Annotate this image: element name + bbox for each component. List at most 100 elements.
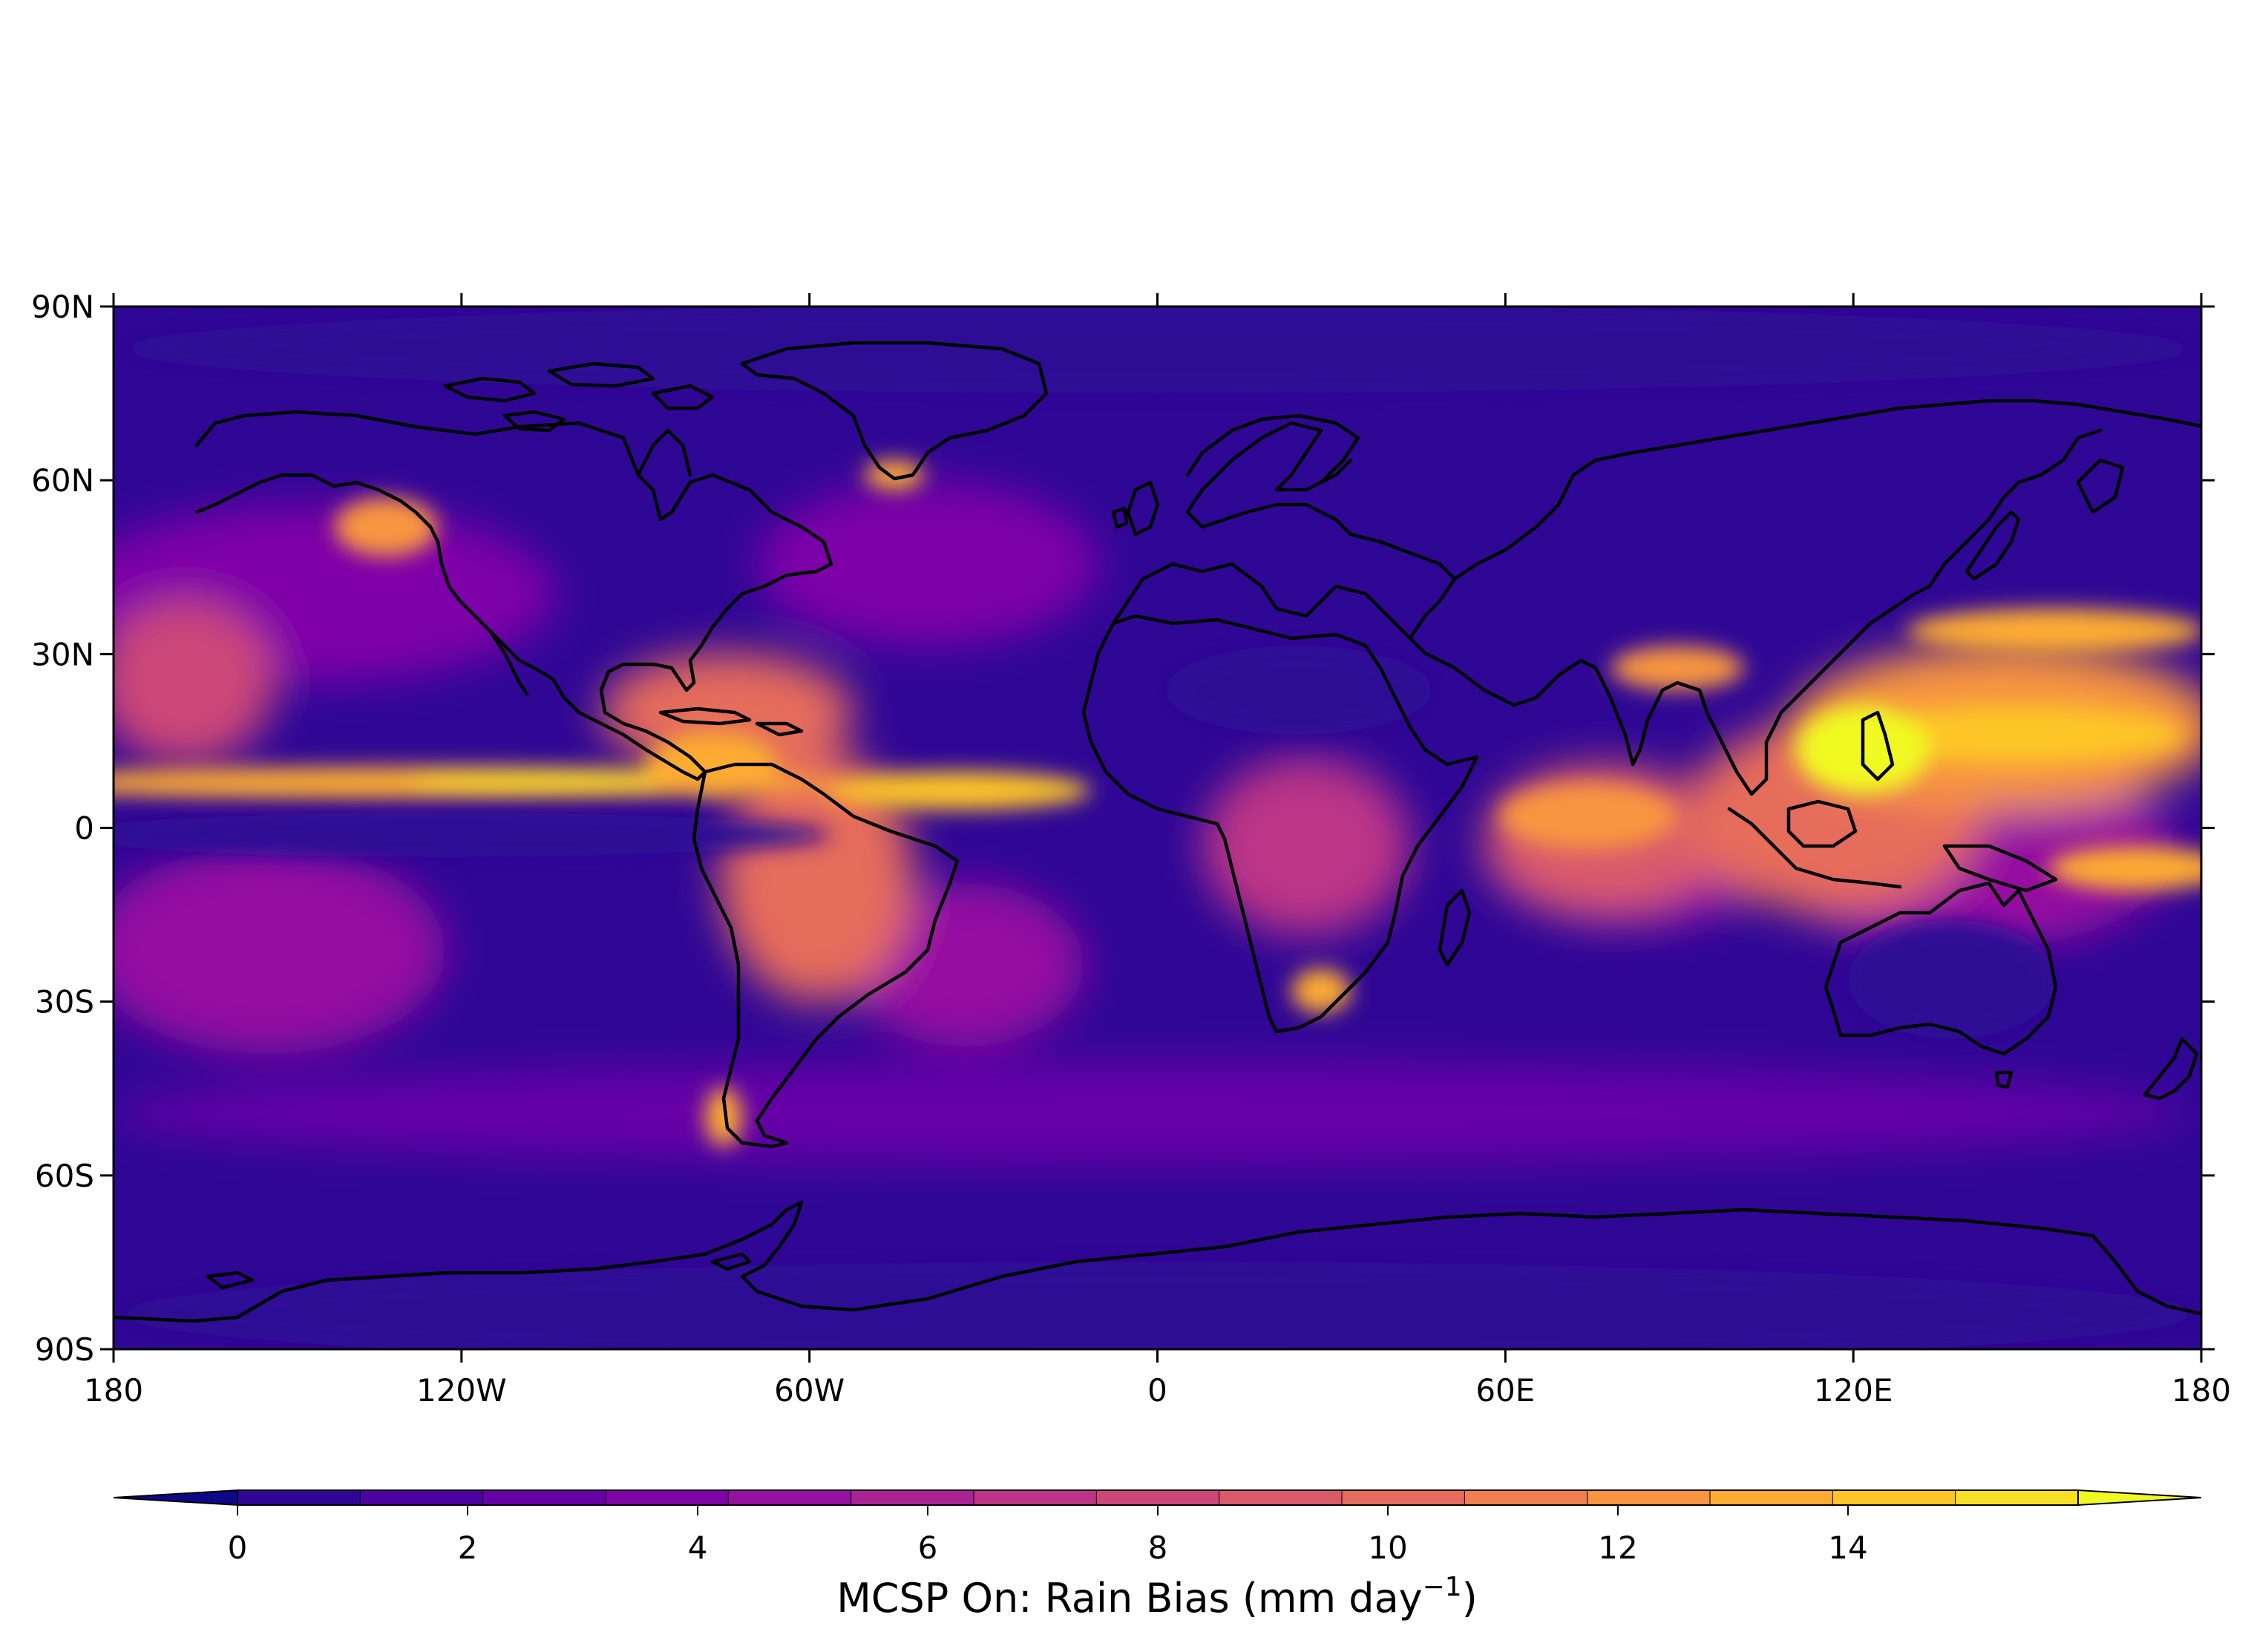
bias-band-bay-of-bengal (1611, 646, 1744, 690)
colorbar-segment (1709, 1489, 1834, 1506)
lat-tick-label: 90S (35, 1331, 94, 1368)
bias-region-north-atlantic (757, 482, 1098, 646)
coastline-scandinavia (1185, 413, 1360, 485)
coastline-tasmania (1994, 1070, 2014, 1089)
lat-tick-label: 30N (31, 636, 94, 672)
bias-band-west-pacific-core (1855, 705, 2182, 764)
rain-bias-bands (114, 460, 2201, 1147)
colorbar-tick-label: 12 (1598, 1530, 1637, 1566)
coastline-kamchatka (2076, 458, 2125, 514)
map-panel: 180 120W 60W 0 60E 120E 180 90N60N30N030S60S90… (31, 289, 2231, 1409)
colorbar-segment (851, 1489, 974, 1506)
lon-tick-label: 0 (1147, 1372, 1167, 1409)
colorbar-segment (1219, 1489, 1343, 1506)
colorbar-tick-label: 8 (1148, 1530, 1168, 1566)
colorbar-segment (237, 1489, 361, 1506)
bias-band-greenland-tip (865, 460, 924, 490)
lon-tick-label: 120W (416, 1372, 507, 1409)
colorbar-label-text: MCSP On: Rain Bias (mm day (836, 1575, 1422, 1622)
coastline-south-america (692, 762, 960, 1149)
bias-band-spcz (2048, 846, 2201, 891)
coastline-caribbean-islands (658, 707, 804, 737)
coastline-new-zealand (2143, 1037, 2199, 1101)
colorbar-ticks: 0 2 4 6 8 10 12 14 (228, 1505, 1868, 1566)
lon-tick-label: 60W (774, 1372, 845, 1409)
coastline-philippines (1861, 710, 1895, 781)
colorbar-tick-label: 10 (1368, 1530, 1407, 1566)
coastline-greenland (740, 341, 1049, 481)
bias-band-alaska-coast (334, 497, 438, 557)
colorbar-tick-label: 6 (918, 1530, 938, 1566)
coastline-north-america (194, 410, 833, 781)
dry-regions (114, 307, 2197, 1349)
latitude-ticks: 90N 60N 30N 0 30S 60S 90S (31, 289, 2215, 1368)
colorbar-tick-label: 4 (688, 1530, 708, 1566)
colorbar-tick-label: 14 (1828, 1530, 1867, 1566)
colorbar-segment (359, 1489, 484, 1506)
colorbar-segment (1341, 1489, 1466, 1506)
coastline-arctic-islands (443, 361, 715, 433)
colorbar-segment (727, 1489, 852, 1506)
colorbar-segment (1587, 1489, 1711, 1506)
lon-tick-label: 60E (1475, 1372, 1535, 1409)
lon-tick-label: 120E (1814, 1372, 1893, 1409)
bias-region-south-pacific (114, 846, 445, 1054)
bias-band-kuroshio (1907, 609, 2201, 653)
dry-region-australia (1848, 920, 2056, 1039)
lat-tick-label: 30S (35, 984, 94, 1020)
lat-tick-label: 90N (31, 289, 94, 325)
coastline-asia (1452, 399, 2201, 581)
dry-region-arctic (119, 307, 2197, 393)
bias-band-atlantic-itcz (824, 771, 1091, 810)
bias-band-southeast-africa (1291, 968, 1351, 1013)
coastline-africa (1081, 614, 1479, 1034)
coastline-japan (1965, 510, 2021, 581)
colorbar-tick-label: 0 (228, 1530, 248, 1566)
rain-bias-field (114, 482, 2201, 1165)
bias-band-pacific-itcz-core (408, 772, 690, 790)
coastline-british-isles (1111, 480, 1160, 537)
dry-region-antarctic (119, 1262, 2197, 1349)
colorbar-segment (973, 1489, 1098, 1506)
lon-tick-label: 180 (84, 1372, 143, 1409)
coastline-antarctic-peninsula-islands (206, 1252, 752, 1290)
bias-region-central-africa (1202, 757, 1410, 935)
longitude-ticks: 180 120W 60W 0 60E 120E 180 (84, 293, 2231, 1409)
bias-region-east-pacific (114, 601, 275, 764)
coastline-antarctica (114, 1200, 2201, 1323)
colorbar-extend-high (2077, 1489, 2202, 1507)
coastline-new-guinea (1942, 844, 2058, 893)
coastline-madagascar (1438, 888, 1472, 967)
colorbar-label-close: ) (1462, 1575, 1478, 1622)
colorbar-segment (1095, 1489, 1220, 1506)
bias-region-amazon (720, 750, 913, 1002)
coastline-arabia-india (1408, 517, 1991, 796)
coastline-east-asia (1987, 428, 2103, 522)
colorbar: 0 2 4 6 8 10 12 14 MCSP On: Rain Bias (mm day−1… (113, 1489, 2202, 1622)
lon-tick-label: 180 (2172, 1372, 2231, 1409)
colorbar-label: MCSP On: Rain Bias (mm day−1) (836, 1572, 1478, 1622)
coastline-hudson-bay (636, 428, 692, 477)
colorbar-segment (482, 1489, 607, 1506)
coastlines (114, 341, 2201, 1323)
colorbar-segment (1464, 1489, 1588, 1506)
lat-tick-label: 60N (31, 462, 94, 499)
lat-tick-label: 60S (35, 1158, 94, 1194)
colorbar-segment (1832, 1489, 1956, 1506)
dry-region-equatorial-pacific (114, 813, 831, 857)
colorbar-segment (605, 1489, 730, 1506)
lat-tick-label: 0 (74, 810, 94, 847)
colorbar-extend-low (113, 1489, 238, 1507)
bias-band-indian-ocean-itcz (1499, 783, 1677, 850)
colorbar-tick-label: 2 (458, 1530, 478, 1566)
coastline-borneo (1786, 799, 1858, 848)
coastline-sumatra-java (1727, 807, 1902, 889)
coastline-europe (1111, 421, 1457, 640)
colorbar-segment (1955, 1489, 2080, 1506)
colorbar-label-superscript: −1 (1423, 1572, 1462, 1602)
coastline-baja (488, 629, 529, 696)
coastline-australia (1824, 881, 2058, 1056)
bias-region-southern-ocean (114, 1061, 2189, 1165)
dry-region-sahara (1165, 646, 1432, 735)
